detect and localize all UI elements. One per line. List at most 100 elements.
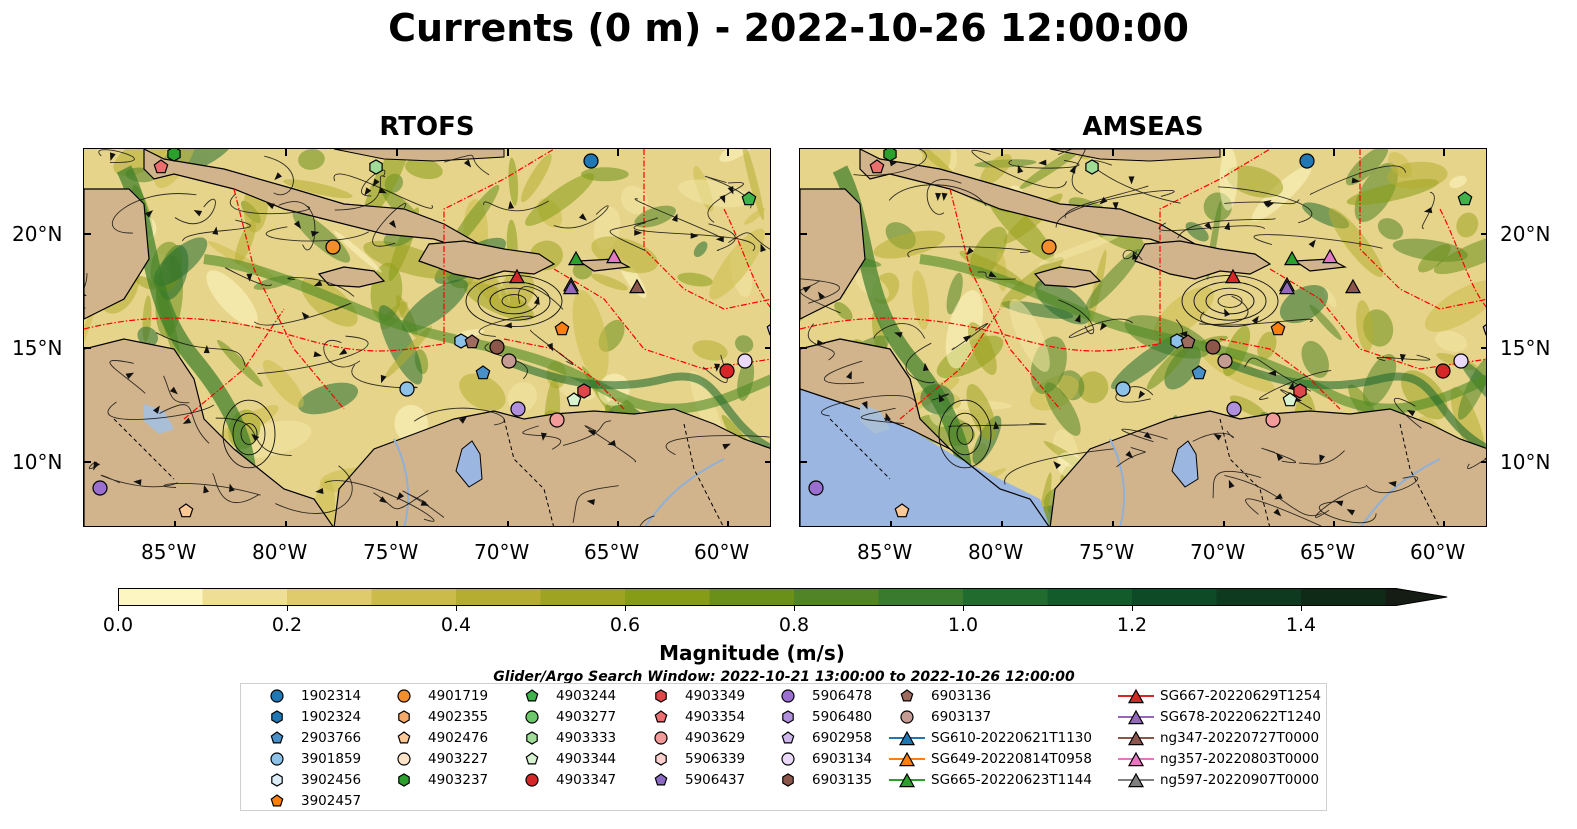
streamline: [1116, 447, 1146, 468]
streamline: [1064, 185, 1149, 219]
glider-marker-triangle: [567, 250, 585, 266]
legend-pentagon-icon: [525, 689, 539, 702]
eez-boundary: [1439, 208, 1486, 308]
legend-label: 4903333: [556, 730, 617, 746]
legend-label: 5906478: [812, 688, 873, 704]
eddy-streamline: [1217, 294, 1243, 308]
lon-label-85w-left: 85°W: [141, 540, 197, 564]
streamline-arrow: [846, 370, 852, 380]
current-magnitude-patch: [1110, 334, 1183, 390]
lat-label-10n-right: 10°N: [1500, 450, 1551, 474]
streamline-arrow: [1179, 331, 1188, 338]
legend-hexagon-icon: [271, 773, 283, 787]
lat-label-15n-left: 15°N: [12, 336, 63, 360]
streamline-arrow: [145, 210, 154, 218]
streamline: [174, 199, 216, 225]
streamline: [109, 360, 146, 394]
legend-label: 4902476: [428, 730, 489, 746]
glider-marker-triangle: [1224, 268, 1242, 284]
eddy-streamline: [1205, 287, 1255, 315]
eez-boundary: [643, 149, 770, 310]
streamline: [413, 407, 505, 426]
float-marker-pentagon: [1180, 334, 1196, 349]
streamline-arrow: [1125, 450, 1134, 459]
float-marker-pentagon: [525, 752, 539, 765]
current-magnitude-patch: [363, 240, 452, 279]
streamline: [230, 193, 311, 215]
eez-boundary: [949, 188, 1061, 410]
streamline: [111, 193, 197, 234]
current-magnitude-patch: [508, 157, 519, 206]
float-marker-pentagon: [270, 794, 284, 807]
streamline-arrow: [364, 187, 372, 196]
eez-boundary: [84, 317, 445, 352]
current-magnitude-patch: [401, 279, 468, 333]
streamline-arrow: [889, 160, 898, 167]
float-marker-hexagon: [1085, 159, 1099, 175]
streamline: [98, 149, 135, 163]
current-magnitude-patch: [1251, 165, 1312, 222]
streamline-arrow: [372, 178, 380, 187]
current-magnitude-patch: [1460, 359, 1486, 418]
streamline-arrow: [1274, 493, 1283, 500]
streamline-arrow: [459, 416, 468, 424]
streamline-arrow: [93, 461, 100, 470]
colorbar-extend-arrow: [1385, 588, 1448, 606]
legend-label: 3902456: [301, 772, 362, 788]
map-panel-amseas[interactable]: [799, 148, 1487, 527]
streamline-arrow: [1053, 461, 1061, 469]
legend-label: 4903354: [685, 709, 746, 725]
float-marker-circle: [397, 689, 411, 703]
legend-circle-icon: [525, 710, 539, 724]
eez-boundary: [723, 208, 770, 308]
colorbar-gradient: [118, 588, 1448, 606]
eddy-streamline: [489, 287, 539, 315]
current-magnitude-patch: [678, 179, 750, 208]
streamline: [1008, 159, 1080, 169]
streamline: [1245, 498, 1322, 526]
streamline: [351, 364, 418, 389]
streamline: [275, 465, 353, 514]
glider-marker-triangle: [1127, 772, 1145, 788]
current-magnitude-patch: [404, 158, 443, 180]
eez-boundary: [1359, 149, 1486, 310]
streamline-arrow: [313, 351, 322, 358]
glider-marker-triangle: [562, 279, 580, 295]
streamline: [1393, 397, 1422, 429]
float-marker-pentagon: [766, 324, 770, 336]
lon-label-80w-left: 80°W: [252, 540, 308, 564]
current-magnitude-patch: [217, 339, 263, 387]
streamline-arrow: [203, 484, 210, 494]
current-magnitude-patch: [903, 149, 959, 180]
streamline: [951, 322, 989, 351]
streamline-arrow: [941, 192, 948, 202]
map-panel-rtofs[interactable]: [83, 148, 771, 527]
legend-triangle-line-icon: [889, 730, 925, 746]
glider-marker-triangle: [1127, 709, 1145, 725]
country-border: [1399, 423, 1440, 526]
legend-circle-icon: [654, 731, 668, 745]
land-central-america: [800, 338, 951, 450]
legend-label: SG678-20220622T1240: [1160, 709, 1321, 725]
streamline-arrow: [722, 443, 731, 450]
glider-marker-triangle: [898, 772, 916, 788]
streamline-arrow: [578, 213, 587, 221]
legend-hexagon-icon: [526, 731, 538, 745]
land-jamaica: [1033, 266, 1102, 288]
streamline-arrow: [1423, 207, 1433, 214]
colorbar-segment: [794, 588, 879, 606]
legend-label: 6902958: [812, 730, 873, 746]
legend-circle-icon: [397, 689, 411, 703]
float-marker-pentagon: [654, 773, 668, 786]
streamline: [182, 219, 251, 242]
colorbar-tick-label: 0.6: [609, 614, 641, 636]
eez-boundary: [183, 308, 285, 420]
glider-marker-triangle: [898, 730, 916, 746]
streamline-arrow: [203, 345, 210, 354]
land-yucatan: [84, 188, 150, 320]
streamline-arrow: [935, 192, 942, 202]
legend-label: 6903137: [931, 709, 992, 725]
float-marker-pentagon: [1191, 365, 1207, 380]
streamline: [107, 401, 215, 420]
streamline: [1212, 470, 1261, 499]
